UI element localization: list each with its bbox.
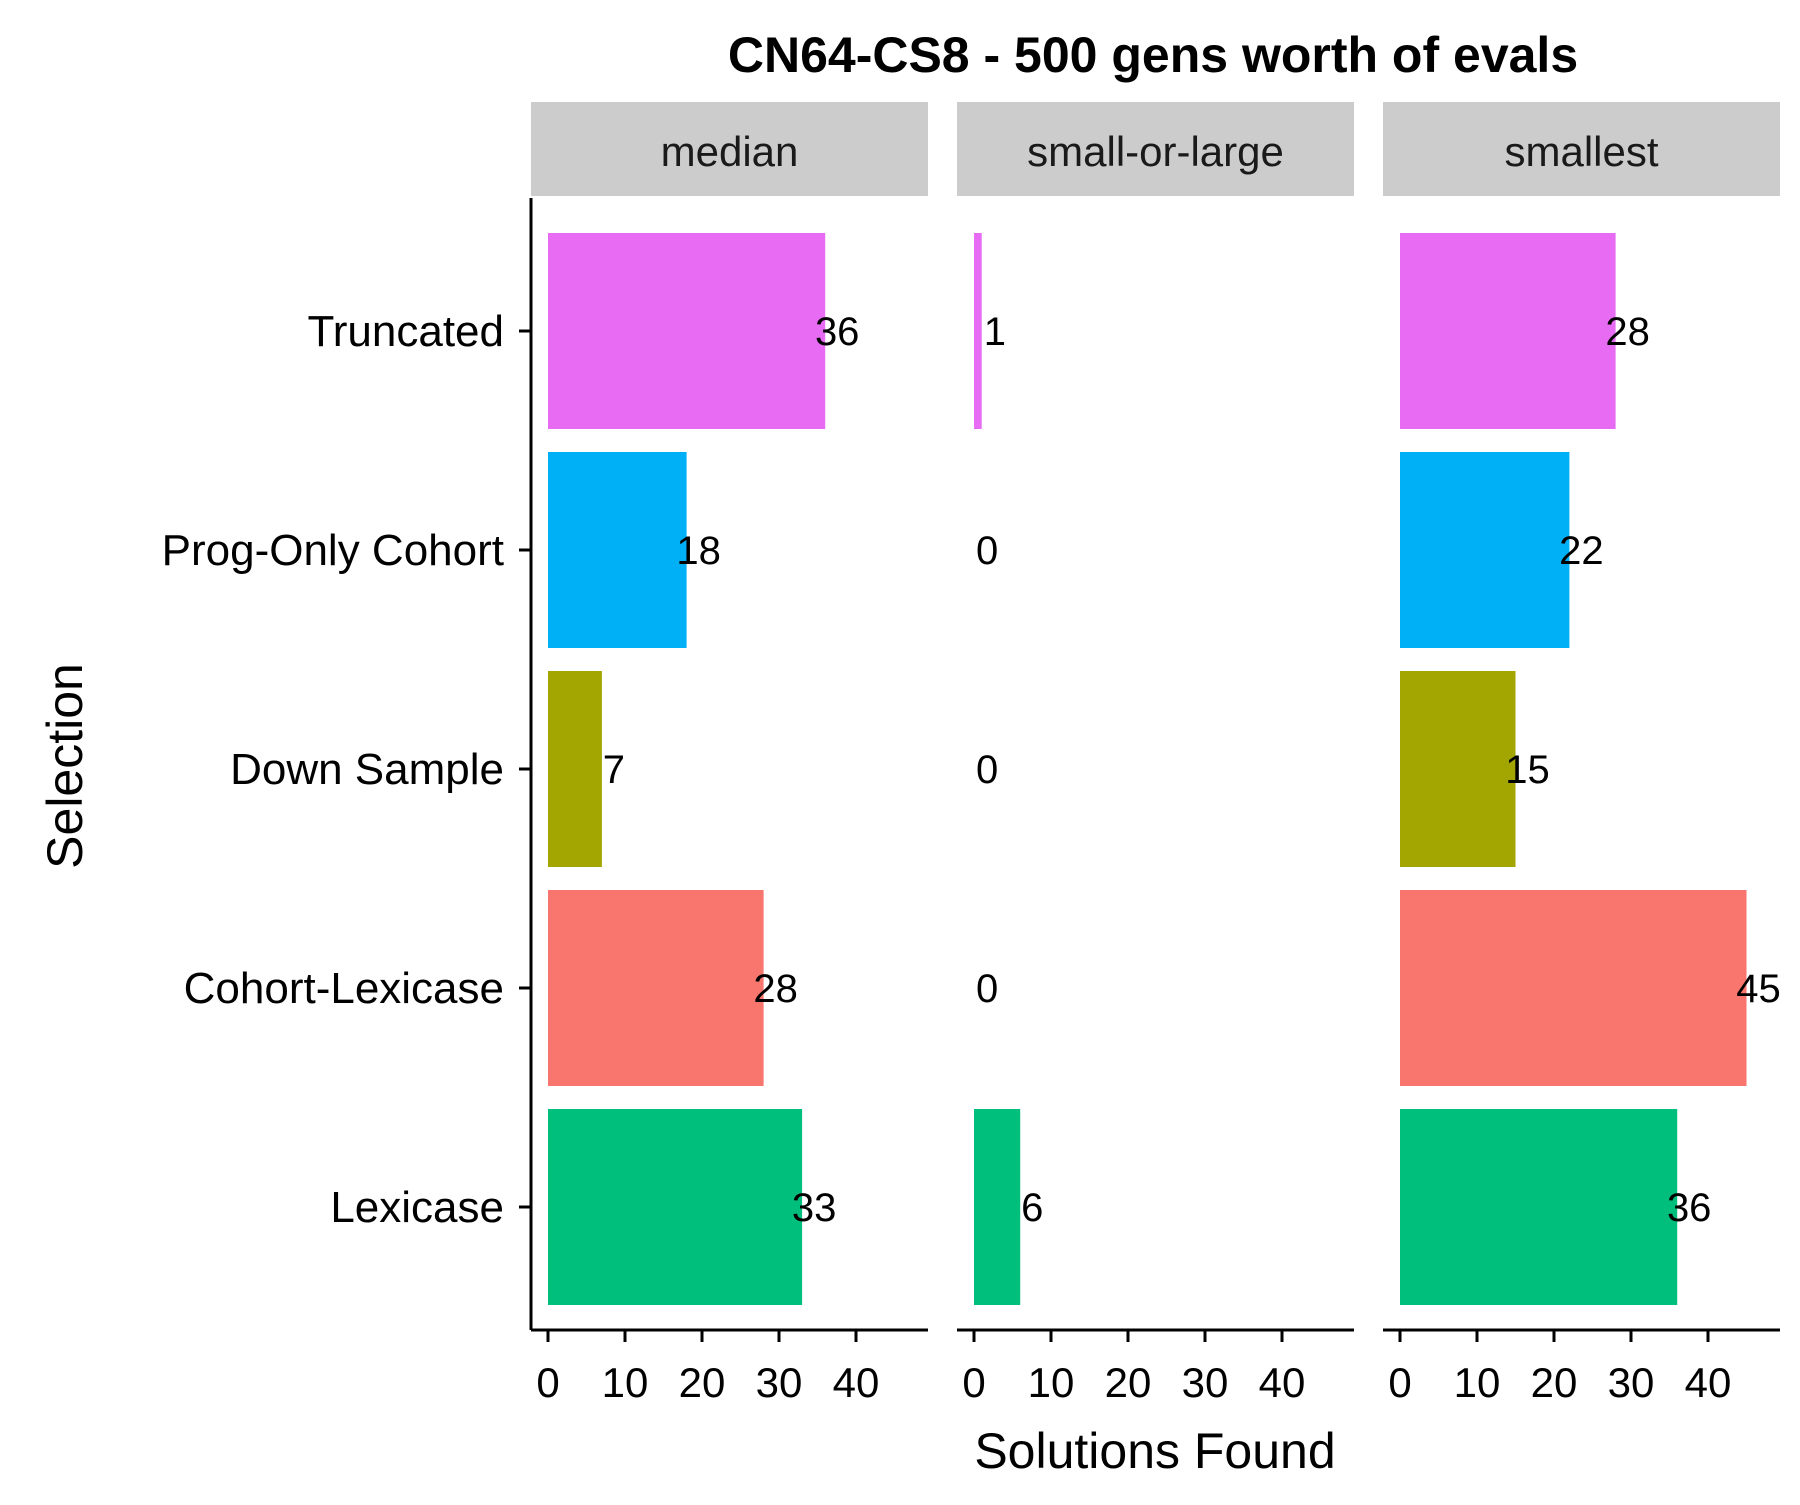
bar (974, 1109, 1021, 1305)
x-tick-label: 10 (602, 1359, 649, 1406)
x-tick-label: 30 (1608, 1359, 1655, 1406)
bar (548, 233, 826, 429)
plot-layer: Truncated Prog-Only Cohort Down Sample Coho… (162, 102, 1781, 1406)
facet-strip-label: smallest (1504, 128, 1658, 175)
x-tick-label: 20 (1105, 1359, 1152, 1406)
y-category-label: Cohort-Lexicase (184, 964, 504, 1013)
bar-value-label: 7 (603, 748, 625, 792)
x-axis-title: Solutions Found (974, 1423, 1335, 1479)
x-tick-label: 0 (1388, 1359, 1411, 1406)
bar (548, 671, 602, 867)
bar-value-label: 28 (753, 967, 798, 1011)
x-tick-label: 20 (1531, 1359, 1578, 1406)
bar-value-label: 18 (676, 529, 721, 573)
bar (974, 233, 982, 429)
x-tick-label: 40 (833, 1359, 880, 1406)
bar (548, 1109, 803, 1305)
facet-strip-background (1383, 102, 1780, 196)
y-category-label: Truncated (308, 307, 504, 356)
bar (548, 890, 764, 1086)
bar-value-label: 15 (1505, 748, 1550, 792)
bar (1400, 890, 1747, 1086)
bar-value-label: 6 (1021, 1186, 1043, 1230)
bar-value-label: 1 (984, 310, 1006, 354)
x-tick-label: 20 (679, 1359, 726, 1406)
x-tick-label: 0 (962, 1359, 985, 1406)
y-axis-title: Selection (37, 663, 93, 869)
x-tick-label: 10 (1028, 1359, 1075, 1406)
facet-strip-label: median (661, 128, 799, 175)
facet-strip-background (531, 102, 928, 196)
bar-value-label: 36 (1667, 1186, 1712, 1230)
x-tick-label: 30 (1182, 1359, 1229, 1406)
facet-strip-label: small-or-large (1027, 128, 1284, 175)
bar (1400, 1109, 1678, 1305)
bar-value-label: 0 (976, 529, 998, 573)
y-category-label: Prog-Only Cohort (162, 526, 504, 575)
x-tick-label: 10 (1454, 1359, 1501, 1406)
bar-value-label: 36 (815, 310, 860, 354)
x-tick-label: 40 (1259, 1359, 1306, 1406)
bar (548, 452, 687, 648)
facet-strip-background (957, 102, 1354, 196)
bar-value-label: 0 (976, 967, 998, 1011)
bar (1400, 671, 1516, 867)
x-tick-label: 40 (1685, 1359, 1732, 1406)
bar-value-label: 22 (1559, 529, 1604, 573)
x-tick-label: 30 (756, 1359, 803, 1406)
y-category-label: Down Sample (230, 745, 504, 794)
bar-value-label: 45 (1736, 967, 1781, 1011)
bar-value-label: 33 (792, 1186, 837, 1230)
bar-value-label: 28 (1605, 310, 1650, 354)
bar (1400, 452, 1570, 648)
chart-title: CN64-CS8 - 500 gens worth of evals (728, 27, 1578, 83)
y-category-label: Lexicase (330, 1183, 504, 1232)
bar-value-label: 0 (976, 748, 998, 792)
x-tick-label: 0 (536, 1359, 559, 1406)
bar (1400, 233, 1616, 429)
